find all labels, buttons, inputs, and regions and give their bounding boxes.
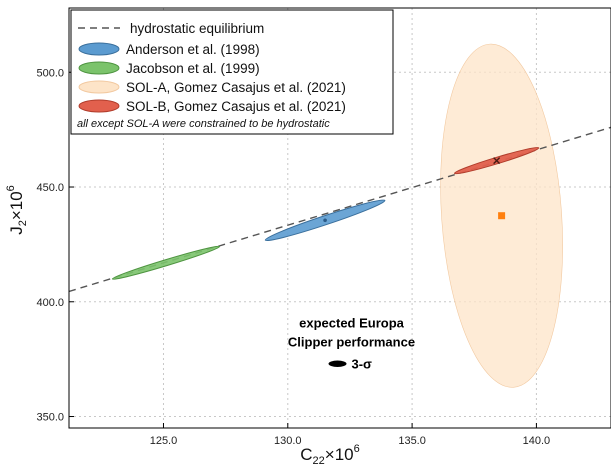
plot-frame — [68, 7, 611, 429]
sol-b-center-marker — [493, 157, 501, 165]
y-label-sup: 6 — [5, 185, 17, 191]
legend-anderson-label: Anderson et al. (1998) — [126, 42, 260, 57]
y-axis-label: J2×106 — [5, 185, 29, 235]
x-tick-label: 135.0 — [398, 435, 426, 447]
legend-sol-a-swatch — [78, 80, 120, 94]
y-label-main: J — [7, 226, 26, 235]
anderson-center-marker — [323, 218, 327, 223]
legend: hydrostatic equilibrium Anderson et al. … — [70, 9, 394, 135]
x-label-sup: 6 — [354, 443, 360, 455]
axis-ticks: 125.0 130.0 135.0 140.0 350.0 400.0 450.0 500.0 — [36, 67, 550, 447]
legend-box — [70, 9, 394, 135]
x-tick-label: 125.0 — [150, 435, 178, 447]
x-axis-label: C22×106 — [300, 443, 360, 466]
x-label-main: C — [300, 445, 312, 464]
y-label-tail: ×10 — [7, 191, 26, 220]
x-label-tail: ×10 — [325, 445, 354, 464]
legend-sol-b-swatch — [78, 99, 120, 113]
clipper-3sigma-ellipse — [328, 360, 347, 367]
y-tick-label: 350.0 — [36, 412, 64, 424]
jacobson-ellipse — [111, 245, 221, 280]
legend-sol-a-label: SOL-A, Gomez Casajus et al. (2021) — [126, 80, 346, 95]
sol-a-center-marker — [498, 212, 506, 220]
data-layer — [69, 43, 611, 388]
y-tick-label: 500.0 — [36, 67, 64, 79]
legend-hydrostatic-label: hydrostatic equilibrium — [130, 21, 264, 36]
x-label-sub: 22 — [313, 455, 325, 466]
annotation-line1: expected Europa — [299, 316, 405, 331]
x-tick-label: 140.0 — [523, 435, 551, 447]
annotation-line2: Clipper performance — [288, 335, 415, 350]
legend-sol-b-label: SOL-B, Gomez Casajus et al. (2021) — [126, 99, 346, 114]
x-tick-label: 130.0 — [274, 435, 302, 447]
legend-jacobson-swatch — [78, 61, 120, 75]
legend-anderson-swatch — [78, 42, 120, 56]
y-label-sub: 2 — [17, 220, 29, 226]
annotation-3sigma-label: 3-σ — [352, 357, 373, 372]
y-tick-label: 400.0 — [36, 297, 64, 309]
legend-jacobson-label: Jacobson et al. (1999) — [126, 61, 260, 76]
clipper-annotation: expected Europa Clipper performance 3-σ — [288, 316, 415, 372]
y-tick-label: 450.0 — [36, 182, 64, 194]
legend-note: all except SOL-A were constrained to be … — [77, 118, 330, 130]
